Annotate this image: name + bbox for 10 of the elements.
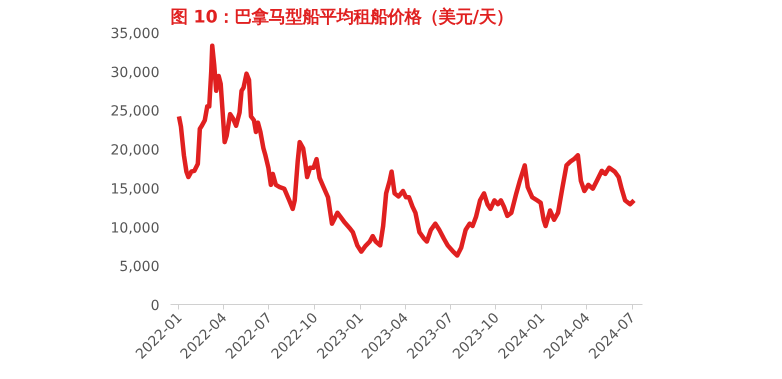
y-tick-label: 35,000: [110, 26, 160, 42]
line-series: [176, 43, 636, 258]
y-tick-label: 30,000: [110, 64, 160, 81]
y-tick-label: 15,000: [110, 181, 160, 198]
y-tick-label: 10,000: [110, 220, 160, 236]
y-tick-label: 20,000: [110, 142, 160, 159]
y-tick-label: 25,000: [110, 104, 160, 120]
y-tick-label: 5,000: [119, 259, 160, 276]
y-tick-label: 0: [150, 298, 160, 314]
chart-title: 图 10：巴拿马型船平均租船价格（美元/天）: [170, 6, 513, 28]
